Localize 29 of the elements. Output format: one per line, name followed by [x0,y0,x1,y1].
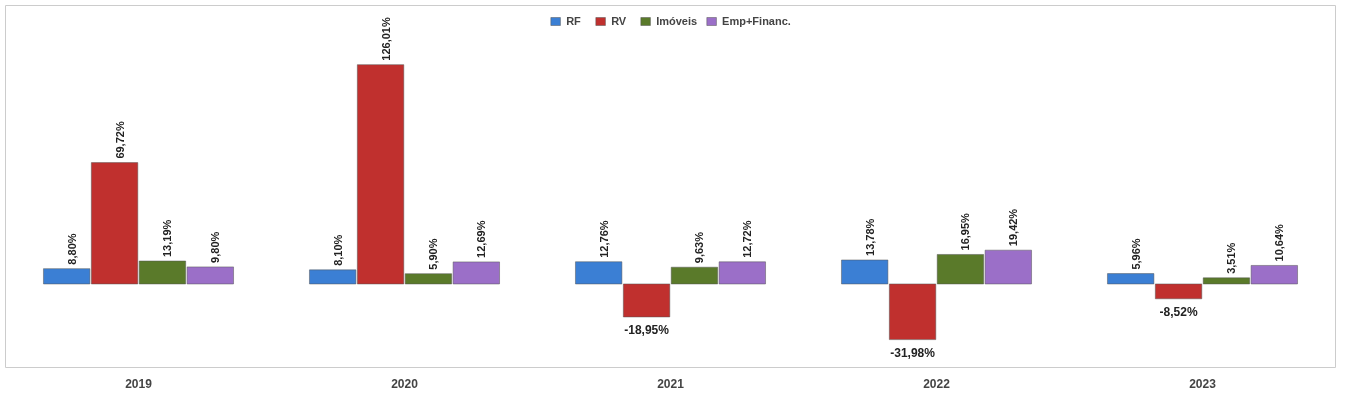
data-label: 12,72% [741,220,754,258]
data-label: 16,95% [959,212,972,251]
data-label: 8,80% [65,233,78,265]
data-label: -31,98% [890,345,936,360]
data-label: -8,52% [1159,304,1198,319]
x-tick-label: 2021 [657,376,685,391]
x-tick-label: 2022 [923,376,951,391]
data-label: 126,01% [379,17,392,61]
legend-label: Emp+Financ. [722,15,791,27]
data-label: 5,96% [1129,238,1142,270]
data-label: 12,69% [475,220,488,258]
data-label: 19,42% [1007,208,1020,247]
data-label: 3,51% [1225,242,1238,274]
legend-label: RV [611,15,628,27]
data-label: 69,72% [113,121,126,159]
data-label: 10,64% [1273,223,1286,262]
x-tick-label: 2020 [391,376,419,391]
legend-label: Imóveis [656,15,698,27]
data-label: -18,95% [624,322,670,337]
data-label: 9,80% [209,231,222,263]
data-label: 9,63% [693,231,706,264]
x-tick-label: 2019 [125,376,153,391]
data-label: 12,76% [597,220,610,258]
data-label: 5,90% [427,238,440,270]
x-tick-label: 2023 [1189,376,1217,391]
legend-label: RF [566,15,582,27]
data-label: 13,19% [161,219,174,258]
data-label: 13,78% [863,218,876,256]
data-label: 8,10% [331,234,344,266]
